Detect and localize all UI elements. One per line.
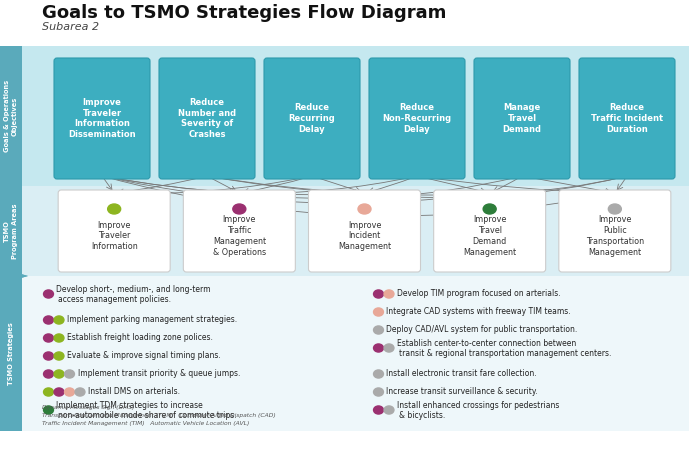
Text: transit & regional transportation management centers.: transit & regional transportation manage… bbox=[399, 349, 611, 357]
Text: Develop short-, medium-, and long-term: Develop short-, medium-, and long-term bbox=[56, 286, 211, 294]
Ellipse shape bbox=[384, 406, 394, 414]
Text: TSMO
Program Areas: TSMO Program Areas bbox=[4, 203, 18, 259]
Text: Install electronic transit fare collection.: Install electronic transit fare collecti… bbox=[387, 369, 537, 378]
Ellipse shape bbox=[54, 334, 64, 342]
Ellipse shape bbox=[373, 308, 384, 316]
FancyBboxPatch shape bbox=[159, 58, 255, 179]
Text: Subarea 2: Subarea 2 bbox=[42, 22, 99, 32]
Text: & bicyclists.: & bicyclists. bbox=[399, 411, 445, 419]
FancyBboxPatch shape bbox=[474, 58, 570, 179]
Ellipse shape bbox=[384, 290, 394, 298]
Text: Deploy CAD/AVL system for public transportation.: Deploy CAD/AVL system for public transpo… bbox=[387, 325, 578, 334]
Ellipse shape bbox=[233, 204, 246, 214]
Ellipse shape bbox=[65, 370, 74, 378]
Ellipse shape bbox=[373, 344, 384, 352]
Polygon shape bbox=[0, 268, 28, 284]
FancyBboxPatch shape bbox=[369, 58, 465, 179]
Text: Reduce
Non-Recurring
Delay: Reduce Non-Recurring Delay bbox=[382, 103, 451, 134]
FancyBboxPatch shape bbox=[54, 58, 150, 179]
Ellipse shape bbox=[54, 352, 64, 360]
Ellipse shape bbox=[54, 316, 64, 324]
Text: Integrate CAD systems with freeway TIM teams.: Integrate CAD systems with freeway TIM t… bbox=[387, 307, 571, 317]
Bar bbox=[0, 276, 22, 431]
Ellipse shape bbox=[373, 406, 384, 414]
Ellipse shape bbox=[43, 290, 54, 298]
Text: Improve
Traveler
Information: Improve Traveler Information bbox=[91, 221, 138, 251]
FancyBboxPatch shape bbox=[309, 190, 420, 272]
Ellipse shape bbox=[384, 344, 394, 352]
Text: Evaluate & improve signal timing plans.: Evaluate & improve signal timing plans. bbox=[67, 351, 220, 361]
Text: non-automobile mode share of commute trips.: non-automobile mode share of commute tri… bbox=[59, 411, 237, 419]
Ellipse shape bbox=[608, 204, 621, 214]
Text: Goals to TSMO Strategies Flow Diagram: Goals to TSMO Strategies Flow Diagram bbox=[42, 4, 446, 22]
Ellipse shape bbox=[107, 204, 121, 214]
Text: Implement transit priority & queue jumps.: Implement transit priority & queue jumps… bbox=[77, 369, 240, 378]
Text: TSMO Strategies: TSMO Strategies bbox=[8, 322, 14, 385]
Text: Implement TDM strategies to increase: Implement TDM strategies to increase bbox=[56, 401, 203, 411]
Ellipse shape bbox=[483, 204, 496, 214]
Text: Improve
Traveler
Information
Dissemination: Improve Traveler Information Disseminati… bbox=[68, 98, 136, 139]
Ellipse shape bbox=[373, 326, 384, 334]
Ellipse shape bbox=[373, 370, 384, 378]
Text: Improve
Incident
Management: Improve Incident Management bbox=[338, 221, 391, 251]
Text: Reduce
Traffic Incident
Duration: Reduce Traffic Incident Duration bbox=[591, 103, 663, 134]
Polygon shape bbox=[0, 268, 28, 284]
Ellipse shape bbox=[65, 388, 74, 396]
Bar bbox=[22, 186, 689, 276]
Ellipse shape bbox=[43, 352, 54, 360]
FancyBboxPatch shape bbox=[579, 58, 675, 179]
FancyBboxPatch shape bbox=[264, 58, 360, 179]
Text: Establish center-to-center connection between: Establish center-to-center connection be… bbox=[397, 339, 576, 349]
Text: Dynamic Messages Sign (DMS): Dynamic Messages Sign (DMS) bbox=[42, 405, 134, 410]
Ellipse shape bbox=[358, 204, 371, 214]
FancyBboxPatch shape bbox=[183, 190, 296, 272]
Text: Transportation Demand Management (TDM)   Computer-Aided Dispatch (CAD): Transportation Demand Management (TDM) C… bbox=[42, 413, 276, 418]
Text: Improve
Traffic
Management
& Operations: Improve Traffic Management & Operations bbox=[213, 215, 266, 257]
Text: Improve
Public
Transportation
Management: Improve Public Transportation Management bbox=[586, 215, 644, 257]
Text: Goals & Operations
Objectives: Goals & Operations Objectives bbox=[4, 80, 18, 152]
Text: Manage
Travel
Demand: Manage Travel Demand bbox=[502, 103, 542, 134]
Ellipse shape bbox=[54, 370, 64, 378]
Text: Install enhanced crossings for pedestrians: Install enhanced crossings for pedestria… bbox=[397, 401, 559, 411]
Bar bbox=[0, 186, 22, 276]
Ellipse shape bbox=[75, 388, 85, 396]
Ellipse shape bbox=[43, 406, 54, 414]
Ellipse shape bbox=[43, 370, 54, 378]
Ellipse shape bbox=[373, 388, 384, 396]
Text: Reduce
Recurring
Delay: Reduce Recurring Delay bbox=[289, 103, 336, 134]
Ellipse shape bbox=[373, 290, 384, 298]
Text: Improve
Travel
Demand
Management: Improve Travel Demand Management bbox=[463, 215, 516, 257]
Bar bbox=[22, 276, 689, 431]
Ellipse shape bbox=[54, 388, 64, 396]
FancyBboxPatch shape bbox=[559, 190, 671, 272]
Text: Develop TIM program focused on arterials.: Develop TIM program focused on arterials… bbox=[397, 289, 561, 299]
Text: Reduce
Number and
Severity of
Crashes: Reduce Number and Severity of Crashes bbox=[178, 98, 236, 139]
Text: access management policies.: access management policies. bbox=[59, 294, 172, 304]
Bar bbox=[0, 46, 22, 186]
Bar bbox=[22, 46, 689, 186]
Ellipse shape bbox=[43, 334, 54, 342]
Text: Implement parking management strategies.: Implement parking management strategies. bbox=[67, 315, 237, 325]
Text: Increase transit surveillance & security.: Increase transit surveillance & security… bbox=[387, 388, 538, 396]
Text: Traffic Incident Management (TIM)   Automatic Vehicle Location (AVL): Traffic Incident Management (TIM) Automa… bbox=[42, 421, 249, 426]
FancyBboxPatch shape bbox=[58, 190, 170, 272]
Text: Install DMS on arterials.: Install DMS on arterials. bbox=[88, 388, 180, 396]
Text: Establish freight loading zone polices.: Establish freight loading zone polices. bbox=[67, 333, 213, 343]
Ellipse shape bbox=[43, 388, 54, 396]
FancyBboxPatch shape bbox=[433, 190, 546, 272]
Ellipse shape bbox=[43, 316, 54, 324]
